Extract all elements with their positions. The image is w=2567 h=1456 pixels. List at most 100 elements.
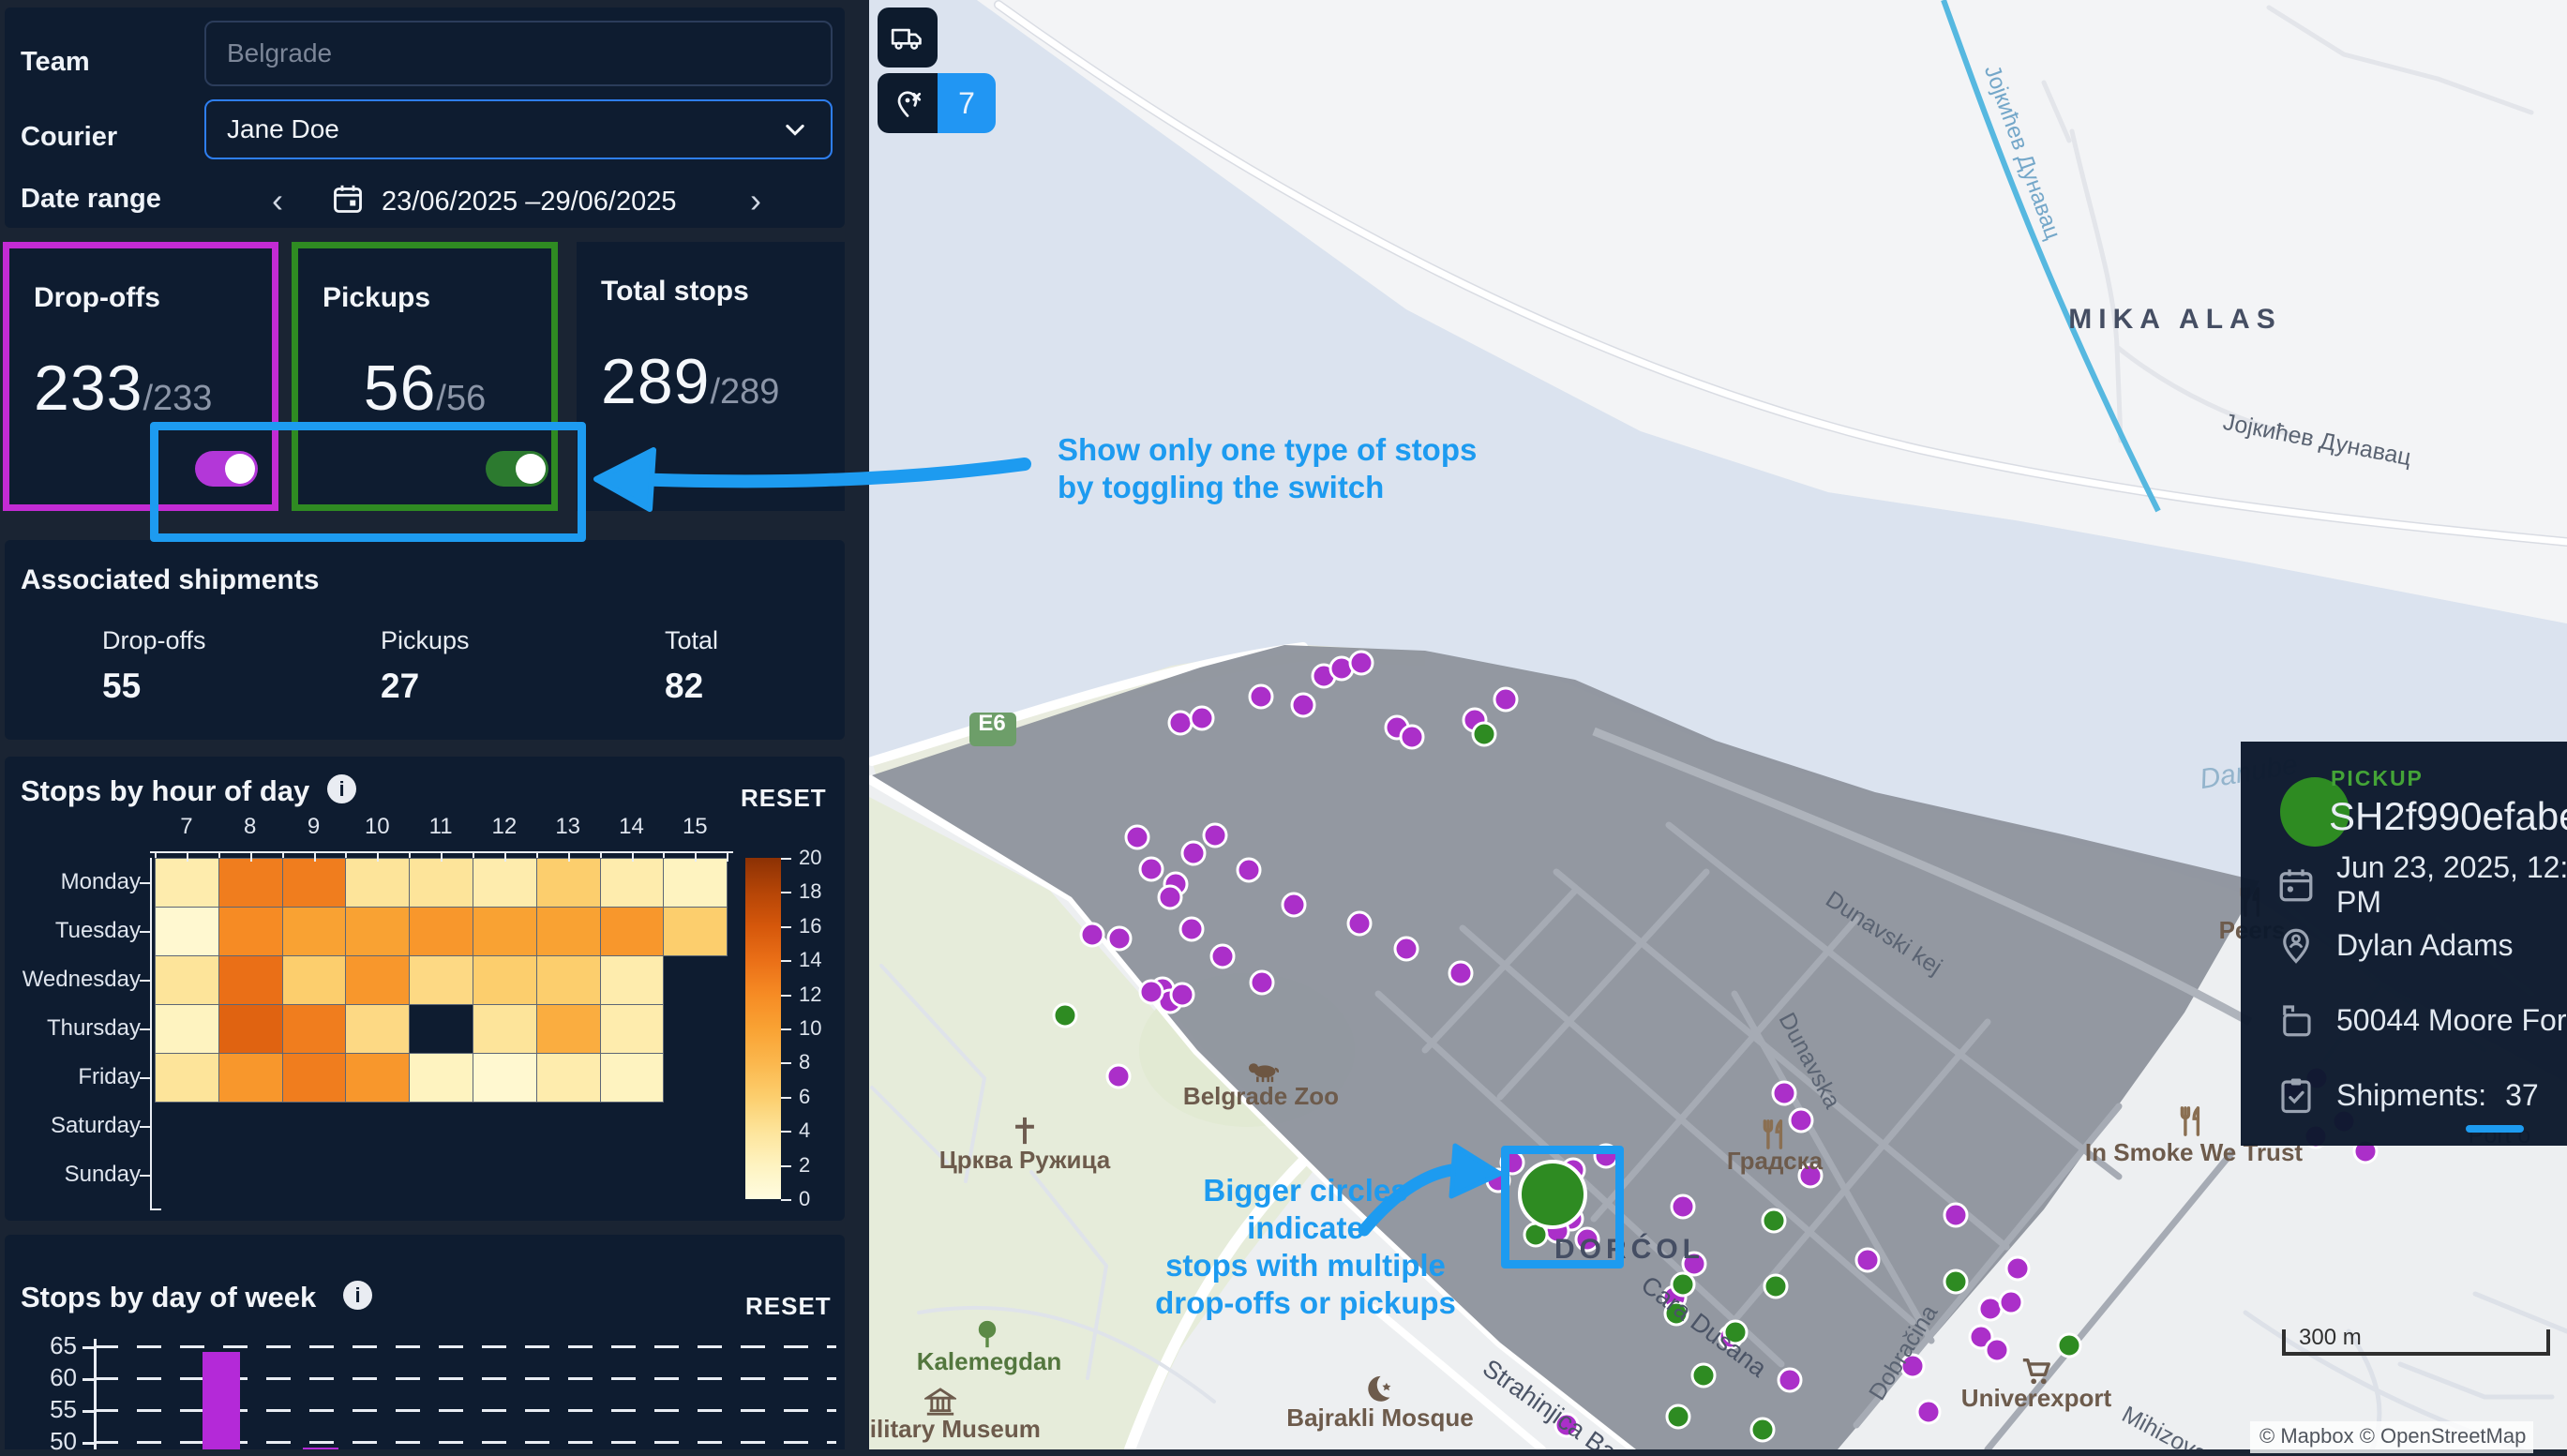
hour-chart-reset-button[interactable]: RESET xyxy=(741,784,827,812)
heatmap-cell[interactable] xyxy=(345,1004,411,1054)
dropoff-stop-dot[interactable] xyxy=(1249,969,1275,996)
dropoff-stop-dot[interactable] xyxy=(1281,892,1307,918)
heatmap-cell[interactable] xyxy=(281,1053,347,1103)
heatmap-cell[interactable] xyxy=(473,1053,537,1103)
heatmap-cell[interactable] xyxy=(663,858,728,908)
dropoff-stop-dot[interactable] xyxy=(1169,982,1195,1008)
dropoff-stop-dot[interactable] xyxy=(1984,1337,2010,1363)
heatmap-cell[interactable] xyxy=(345,907,411,956)
pickup-stop-dot[interactable] xyxy=(1665,1403,1691,1430)
pickups-toggle[interactable] xyxy=(486,451,548,487)
dropoff-stop-dot[interactable] xyxy=(1943,1202,1969,1228)
heatmap-cell[interactable] xyxy=(535,1004,601,1054)
pickup-stop-dot[interactable] xyxy=(1943,1268,1969,1295)
heatmap-cell[interactable] xyxy=(599,1053,665,1103)
dropoff-stop-dot[interactable] xyxy=(1138,856,1164,882)
dow-bar[interactable] xyxy=(203,1351,240,1449)
dropoff-stop-dot[interactable] xyxy=(1915,1399,1942,1425)
dropoff-stop-dot[interactable] xyxy=(1157,884,1183,910)
dropoff-stop-dot[interactable] xyxy=(1189,705,1215,731)
heatmap-cell[interactable] xyxy=(599,858,665,908)
big-pickup-stop-dot[interactable] xyxy=(1518,1160,1587,1229)
dropoff-stop-dot[interactable] xyxy=(1399,724,1425,750)
pickup-stop-dot[interactable] xyxy=(1471,721,1497,747)
dropoff-stop-dot[interactable] xyxy=(1998,1289,2024,1315)
heatmap-cell[interactable] xyxy=(473,858,537,908)
pickup-stop-dot[interactable] xyxy=(2056,1332,2082,1358)
heatmap-cell[interactable] xyxy=(535,858,601,908)
dropoff-stop-dot[interactable] xyxy=(1209,943,1236,969)
heatmap-cell[interactable] xyxy=(155,907,219,956)
map-canvas[interactable]: MIKA ALAS Јојкићев Дунавац Јојкићев Дунава… xyxy=(869,0,2567,1449)
dropoff-stop-dot[interactable] xyxy=(1493,686,1519,713)
pickup-stop-dot[interactable] xyxy=(1722,1319,1749,1345)
heatmap-cell[interactable] xyxy=(535,907,601,956)
date-range-value[interactable]: 23/06/2025 –29/06/2025 xyxy=(382,187,677,217)
heatmap-cell[interactable] xyxy=(409,1053,473,1103)
dropoff-stop-dot[interactable] xyxy=(1797,1163,1824,1189)
heatmap-cell[interactable] xyxy=(473,955,537,1005)
dropoff-stop-dot[interactable] xyxy=(1448,960,1474,986)
dropoff-stop-dot[interactable] xyxy=(1977,1296,2004,1322)
dropoff-stop-dot[interactable] xyxy=(1554,1412,1580,1438)
info-icon[interactable]: i xyxy=(343,1281,372,1310)
pickup-stop-dot[interactable] xyxy=(1690,1362,1717,1388)
heatmap-cell[interactable] xyxy=(155,955,219,1005)
heatmap-cell[interactable] xyxy=(345,1053,411,1103)
dropoff-stop-dot[interactable] xyxy=(1079,922,1105,948)
dropoff-stop-dot[interactable] xyxy=(1124,824,1150,850)
heatmap-cell[interactable] xyxy=(473,1004,537,1054)
dropoff-stop-dot[interactable] xyxy=(1788,1107,1814,1133)
deselect-stops-control[interactable]: 7 xyxy=(878,73,996,133)
heatmap-cell[interactable] xyxy=(599,955,665,1005)
date-prev-button[interactable]: ‹ xyxy=(272,181,283,219)
date-next-button[interactable]: › xyxy=(750,181,761,219)
heatmap-cell[interactable] xyxy=(281,955,347,1005)
dropoff-stop-dot[interactable] xyxy=(1777,1367,1803,1393)
dropoff-stop-dot[interactable] xyxy=(1574,1226,1600,1253)
dropoff-stop-dot[interactable] xyxy=(1106,925,1133,952)
heatmap-cell[interactable] xyxy=(281,907,347,956)
pickup-stop-dot[interactable] xyxy=(1052,1002,1078,1028)
vehicles-layer-button[interactable] xyxy=(878,8,938,68)
dropoff-stop-dot[interactable] xyxy=(1854,1247,1881,1273)
courier-select[interactable]: Jane Doe xyxy=(204,99,833,159)
heatmap-cell[interactable] xyxy=(218,1053,283,1103)
dropoff-stop-dot[interactable] xyxy=(1346,910,1373,937)
heatmap-cell[interactable] xyxy=(155,1053,219,1103)
dropoff-stop-dot[interactable] xyxy=(1202,822,1228,848)
dropoff-stop-dot[interactable] xyxy=(1681,1251,1707,1277)
heatmap-cell[interactable] xyxy=(155,1004,219,1054)
pickup-stop-dot[interactable] xyxy=(1670,1271,1696,1298)
heatmap-cell[interactable] xyxy=(155,858,219,908)
heatmap-cell[interactable] xyxy=(345,955,411,1005)
pickup-stop-dot[interactable] xyxy=(1663,1300,1689,1327)
heatmap-cell[interactable] xyxy=(599,1004,665,1054)
heatmap-cell[interactable] xyxy=(345,858,411,908)
dropoff-stop-dot[interactable] xyxy=(1670,1193,1696,1220)
heatmap-cell[interactable] xyxy=(281,858,347,908)
dropoff-stop-dot[interactable] xyxy=(1105,1063,1132,1089)
dropoff-stop-dot[interactable] xyxy=(2004,1255,2031,1282)
dropoff-stop-dot[interactable] xyxy=(1393,936,1419,962)
heatmap-cell[interactable] xyxy=(218,1004,283,1054)
heatmap-cell[interactable] xyxy=(281,1004,347,1054)
heatmap-cell[interactable] xyxy=(218,858,283,908)
heatmap-cell[interactable] xyxy=(409,907,473,956)
dropoffs-toggle[interactable] xyxy=(195,451,258,487)
dropoff-stop-dot[interactable] xyxy=(1968,1324,1994,1350)
dropoff-stop-dot[interactable] xyxy=(1178,916,1205,942)
info-icon[interactable]: i xyxy=(327,774,356,803)
dropoff-stop-dot[interactable] xyxy=(1236,857,1262,883)
pickup-stop-dot[interactable] xyxy=(1761,1208,1787,1234)
dropoff-stop-dot[interactable] xyxy=(1138,979,1164,1005)
dow-chart-reset-button[interactable]: RESET xyxy=(745,1292,832,1320)
pickup-stop-dot[interactable] xyxy=(1763,1273,1789,1299)
heatmap-cell[interactable] xyxy=(409,858,473,908)
team-input[interactable]: Belgrade xyxy=(204,21,833,86)
heatmap-cell[interactable] xyxy=(535,955,601,1005)
dropoff-stop-dot[interactable] xyxy=(1348,650,1374,676)
heatmap-cell[interactable] xyxy=(218,907,283,956)
heatmap-cell[interactable] xyxy=(599,907,665,956)
dropoff-stop-dot[interactable] xyxy=(1167,710,1193,736)
